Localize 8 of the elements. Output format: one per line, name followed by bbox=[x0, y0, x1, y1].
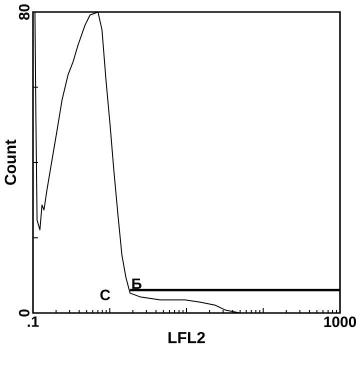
y-tick-label: 0 bbox=[18, 309, 30, 317]
y-axis-title: Count bbox=[4, 140, 16, 185]
y-tick-label: 80 bbox=[18, 4, 30, 20]
annotation: C bbox=[100, 290, 110, 300]
x-tick-label: .1 bbox=[28, 316, 39, 327]
x-tick-label: 1000 bbox=[324, 316, 356, 328]
x-axis-title: LFL2 bbox=[168, 332, 205, 344]
series-label: Б bbox=[132, 278, 142, 289]
